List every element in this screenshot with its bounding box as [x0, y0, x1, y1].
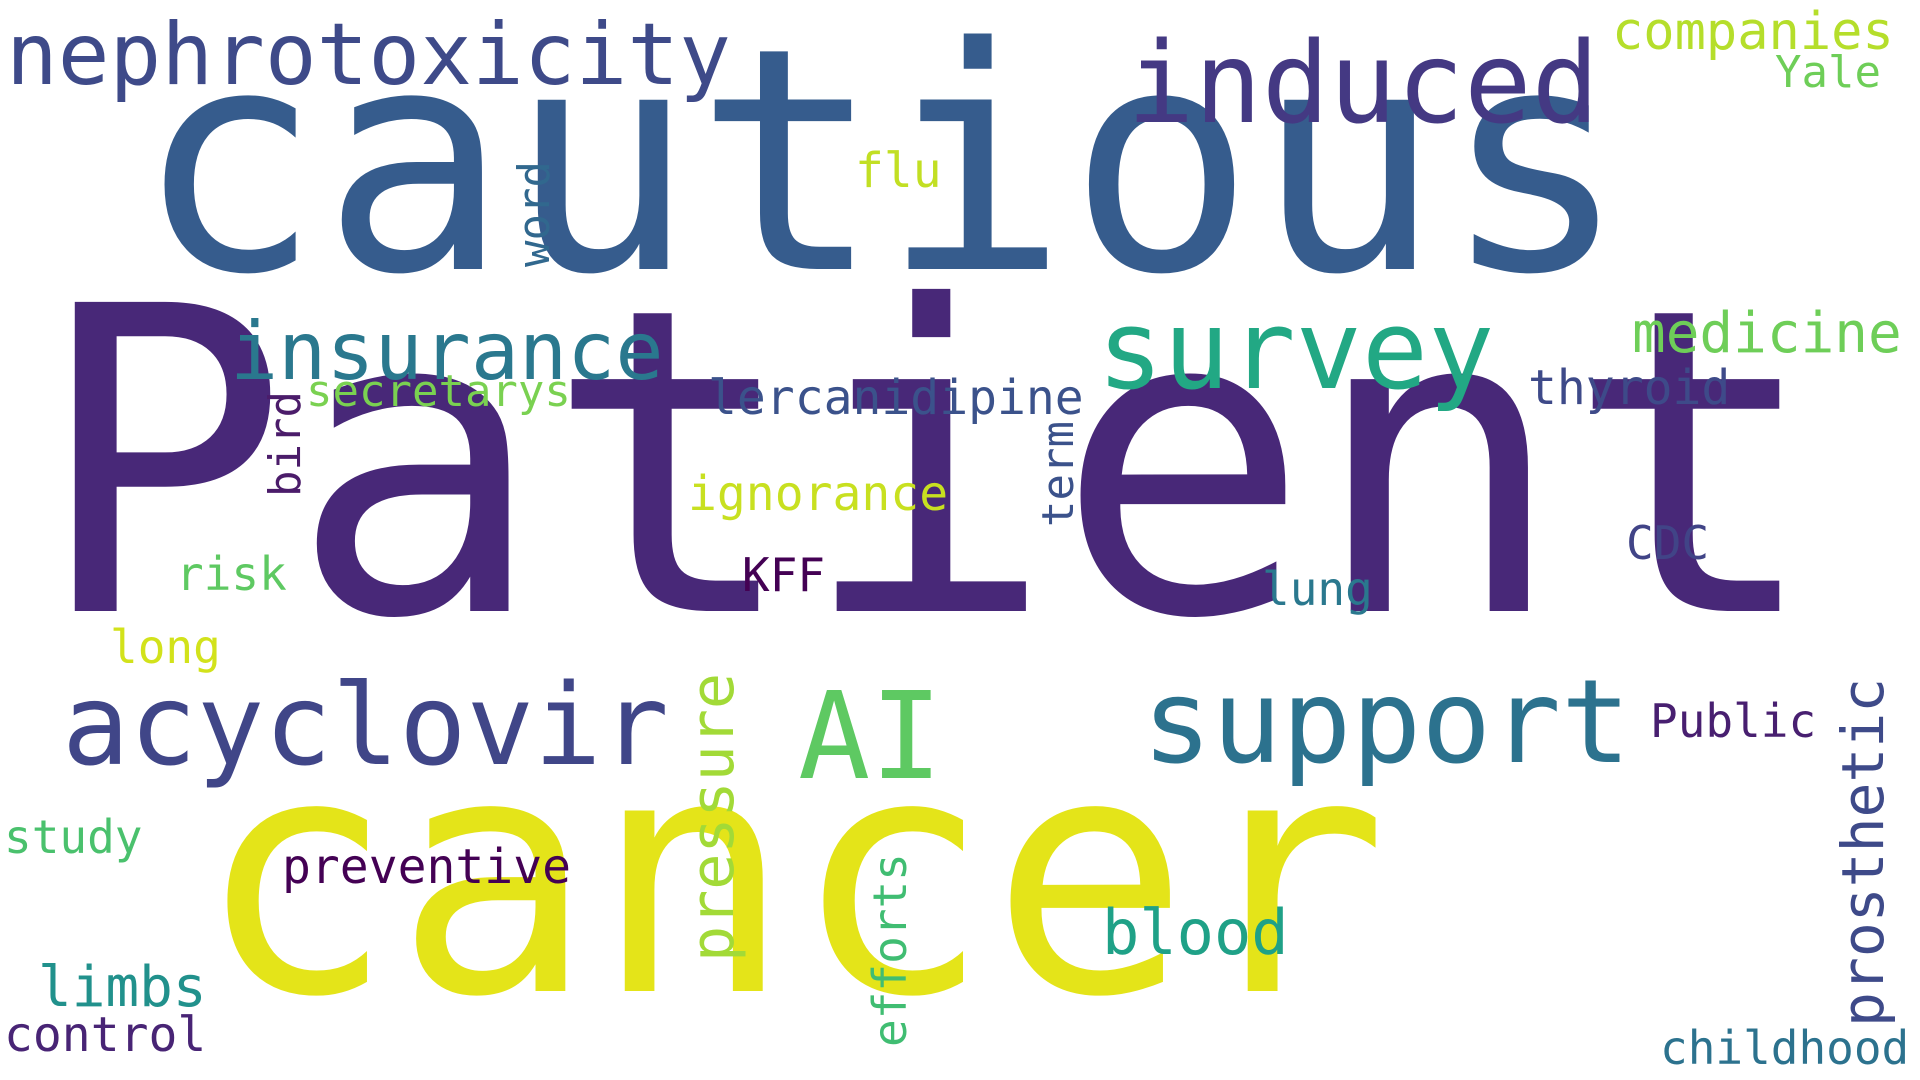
- word-control: control: [4, 1007, 207, 1063]
- word-medicine: medicine: [1632, 301, 1902, 366]
- word-risk: risk: [176, 547, 287, 601]
- word-ai: AI: [798, 668, 943, 807]
- word-companies: companies: [1612, 2, 1894, 62]
- word-insurance: insurance: [230, 305, 664, 398]
- word-yale: Yale: [1775, 47, 1881, 98]
- word-lercanidipine: lercanidipine: [708, 370, 1084, 426]
- word-limbs: limbs: [38, 955, 207, 1020]
- word-ignorance: ignorance: [688, 466, 949, 522]
- word-public: Public: [1650, 694, 1817, 748]
- word-patient: Patient: [34, 217, 1821, 711]
- word-thyroid: thyroid: [1528, 360, 1731, 416]
- word-blood: blood: [1102, 896, 1289, 969]
- word-lung: lung: [1262, 562, 1373, 616]
- word-prosthetic: prosthetic: [1829, 677, 1897, 1027]
- word-efforts: efforts: [863, 853, 917, 1047]
- word-cautious: cautious: [135, 0, 1629, 343]
- word-kff: KFF: [742, 548, 826, 602]
- word-long: long: [110, 620, 221, 674]
- word-induced: induced: [1127, 19, 1600, 149]
- word-cancer: cancer: [196, 685, 1389, 1069]
- word-word: word: [509, 161, 560, 267]
- word-preventive: preventive: [282, 839, 571, 895]
- word-term: term: [1033, 421, 1084, 527]
- word-acyclovir: acyclovir: [62, 661, 669, 791]
- word-flu: flu: [855, 143, 942, 199]
- word-survey: survey: [1097, 286, 1495, 414]
- word-nephrotoxicity: nephrotoxicity: [6, 5, 731, 105]
- word-childhood: childhood: [1660, 1021, 1910, 1075]
- word-pressure: pressure: [678, 673, 748, 962]
- word-bird: bird: [260, 391, 311, 497]
- word-support: support: [1142, 655, 1631, 790]
- word-secretarys: secretarys: [306, 366, 571, 417]
- word-cdc: CDC: [1626, 516, 1710, 570]
- word-study: study: [4, 810, 143, 864]
